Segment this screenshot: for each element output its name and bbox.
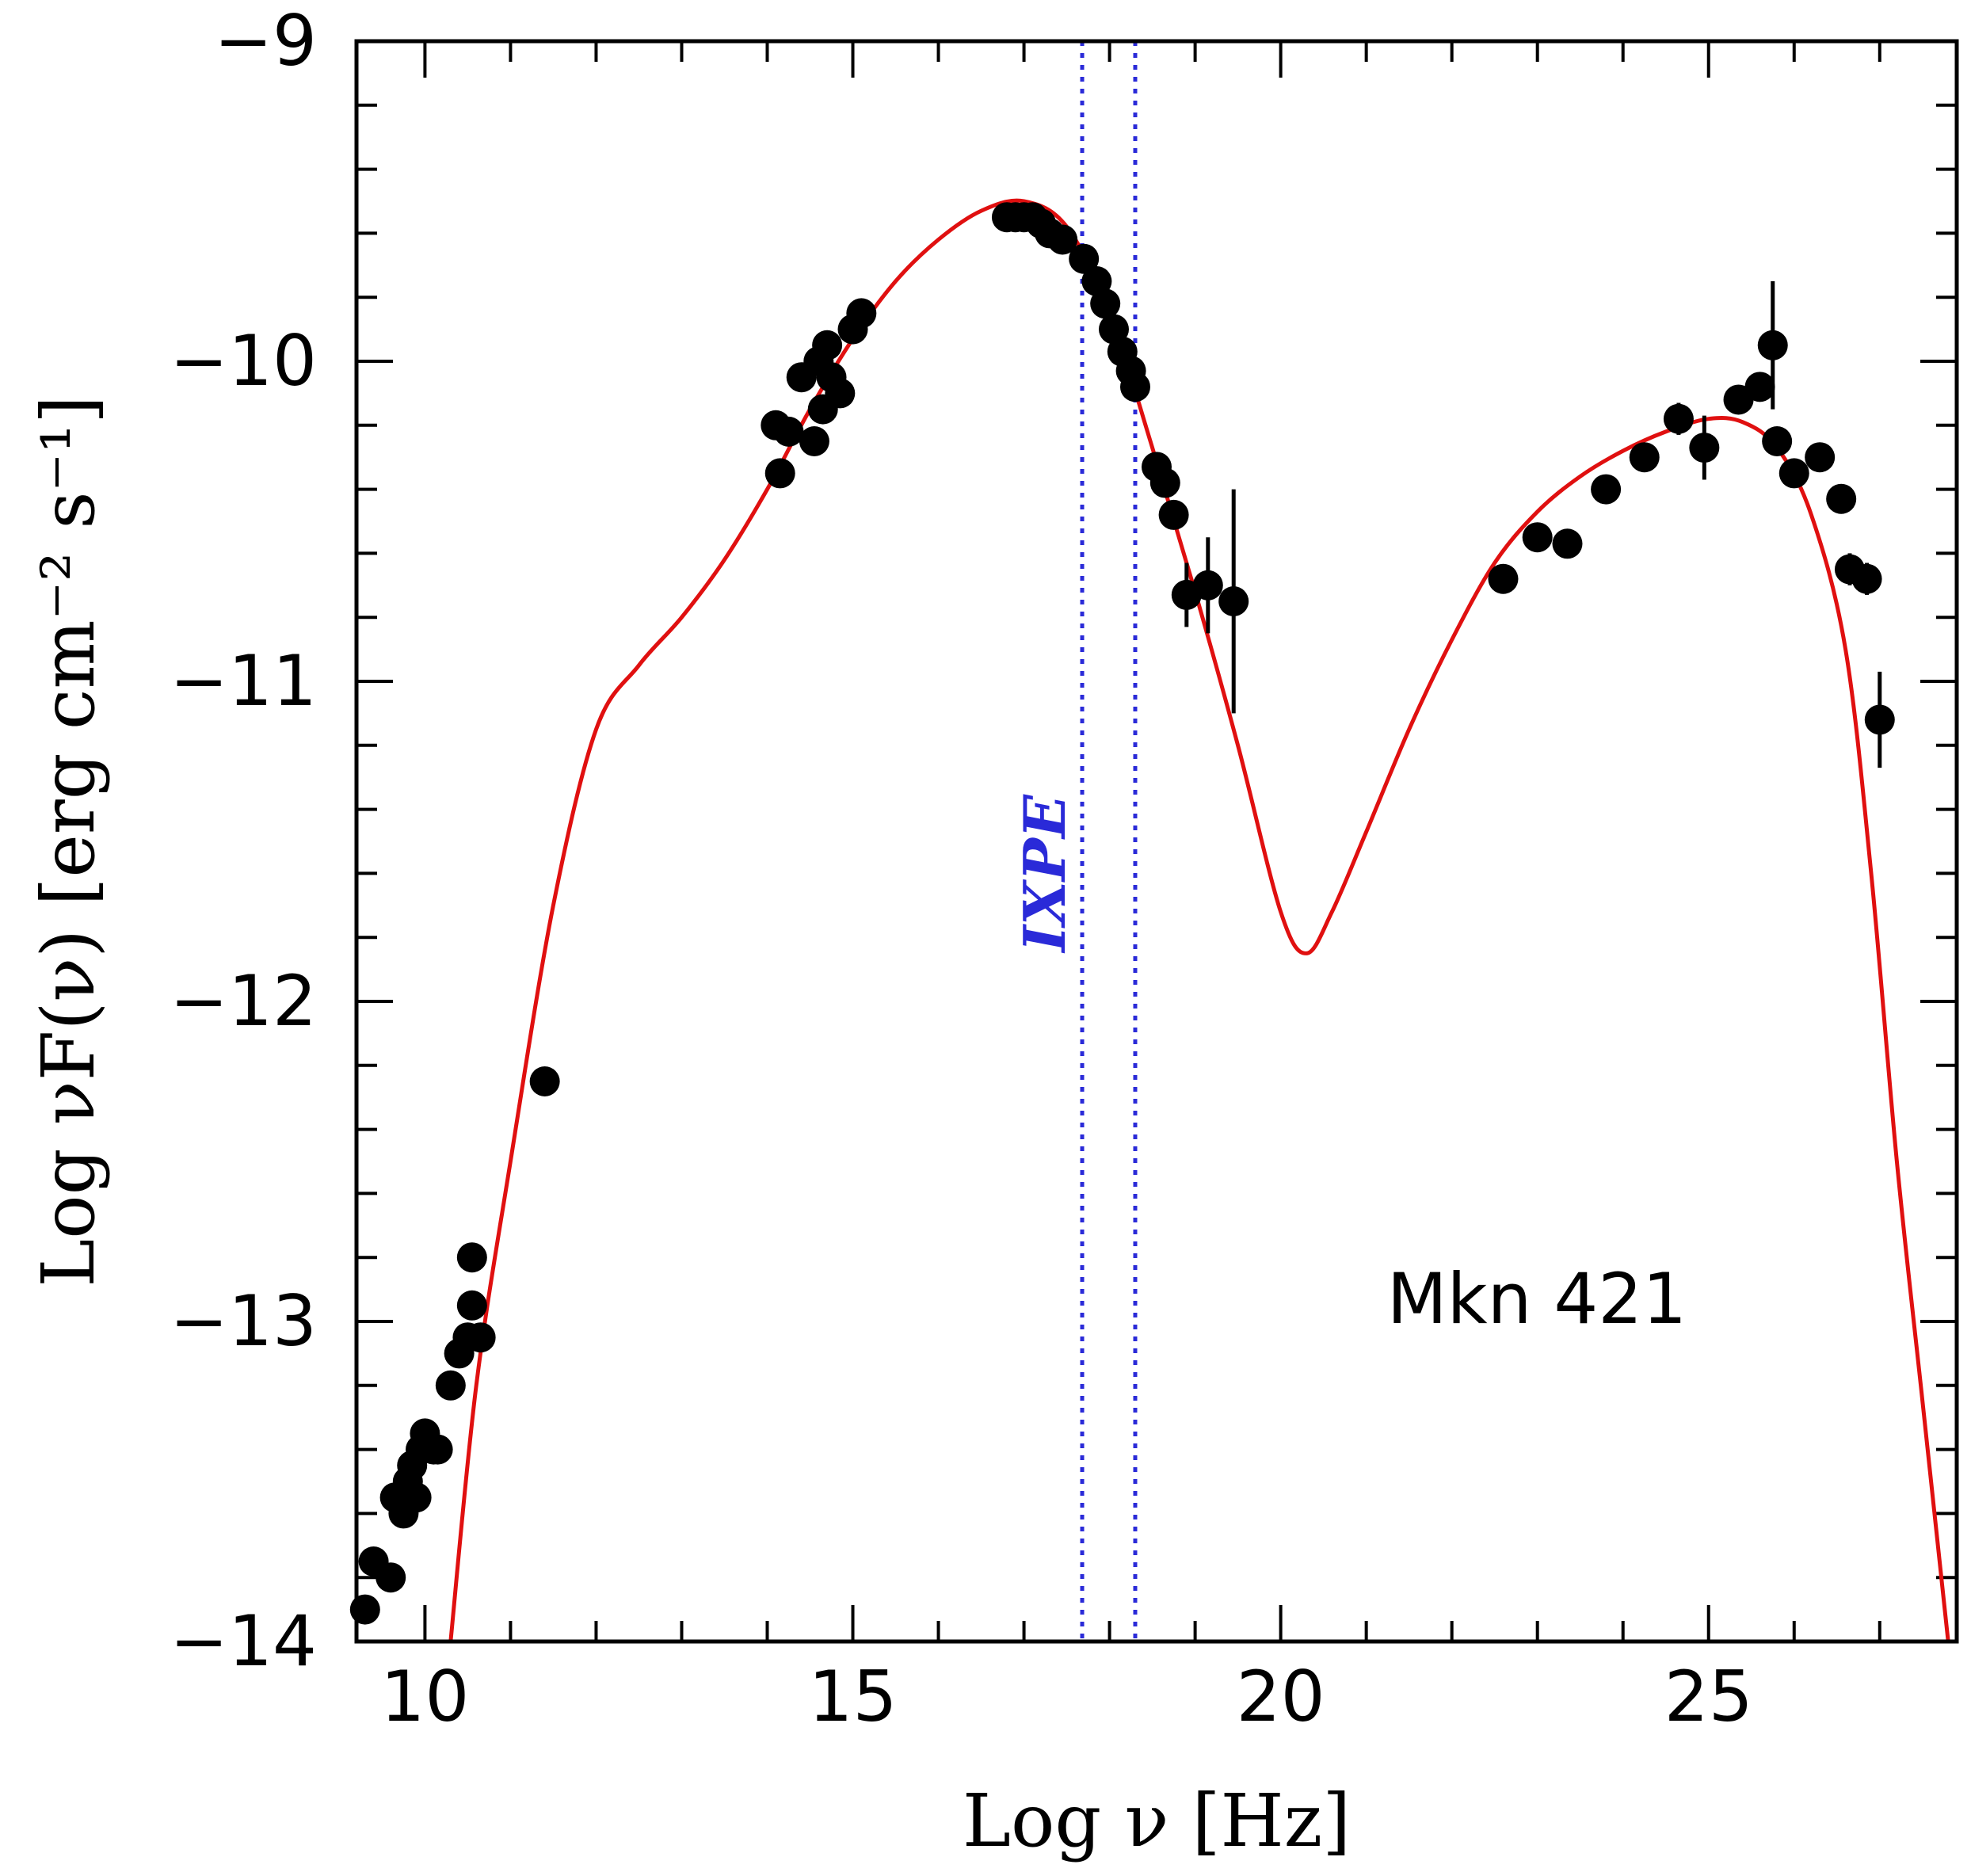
ixpe-band: IXPE xyxy=(1011,41,1138,1642)
y-tick-label: −14 xyxy=(170,1600,317,1682)
data-point xyxy=(1805,442,1836,473)
tick-labels: 10 15 20 25 −9 −10 −11 −12 −13 −14 xyxy=(170,0,1752,1737)
x-tick-label: 15 xyxy=(809,1656,898,1737)
x-tick-label: 10 xyxy=(380,1656,469,1737)
source-annotation: Mkn 421 xyxy=(1387,1258,1687,1340)
data-point xyxy=(456,1242,487,1273)
y-axis-title: Log νF(ν) [erg cm⁻² s⁻¹] xyxy=(26,395,111,1287)
model-curve xyxy=(448,198,1950,1642)
model-curve-layer xyxy=(448,198,1950,1642)
data-point xyxy=(1851,563,1882,594)
data-point xyxy=(1864,704,1895,735)
data-point xyxy=(799,426,829,456)
data-point xyxy=(1218,586,1249,616)
x-axis-title: Log ν [Hz] xyxy=(963,1779,1351,1863)
x-tick-label: 20 xyxy=(1237,1656,1325,1737)
data-point xyxy=(1744,372,1775,402)
y-tick-label: −13 xyxy=(170,1280,317,1362)
data-point xyxy=(422,1434,453,1465)
data-point xyxy=(1778,458,1809,489)
data-point xyxy=(1826,483,1857,514)
y-tick-label: −11 xyxy=(170,640,317,722)
data-point xyxy=(1552,528,1583,559)
data-point xyxy=(1119,372,1150,402)
y-tick-label: −9 xyxy=(214,0,317,82)
data-point xyxy=(1757,330,1788,360)
data-point xyxy=(1762,426,1793,456)
data-point xyxy=(1591,474,1622,505)
data-point xyxy=(529,1066,560,1096)
data-point xyxy=(1522,522,1553,553)
data-point xyxy=(773,416,804,447)
x-tick-label: 25 xyxy=(1664,1656,1753,1737)
data-point xyxy=(401,1482,432,1513)
ixpe-band-label: IXPE xyxy=(1011,794,1078,954)
data-point xyxy=(1488,563,1519,594)
y-tick-label: −12 xyxy=(170,960,317,1042)
data-point xyxy=(465,1322,496,1353)
data-point xyxy=(764,458,795,489)
data-point xyxy=(1069,243,1100,274)
axis-ticks xyxy=(356,40,1957,1643)
data-point xyxy=(1663,403,1694,434)
data-point xyxy=(1629,442,1660,473)
data-point xyxy=(1090,288,1121,319)
data-point xyxy=(846,298,877,329)
y-tick-label: −10 xyxy=(170,320,317,402)
data-point xyxy=(435,1370,466,1401)
data-point xyxy=(1149,467,1180,498)
data-point xyxy=(1047,224,1078,255)
plot-frame xyxy=(354,39,1959,1644)
data-point xyxy=(376,1562,406,1593)
data-point xyxy=(825,378,856,409)
data-points-layer xyxy=(349,202,1895,1625)
data-point xyxy=(1192,570,1223,601)
data-point xyxy=(1158,499,1189,530)
data-point xyxy=(812,330,843,360)
data-point xyxy=(1689,433,1720,463)
data-point xyxy=(456,1290,487,1321)
